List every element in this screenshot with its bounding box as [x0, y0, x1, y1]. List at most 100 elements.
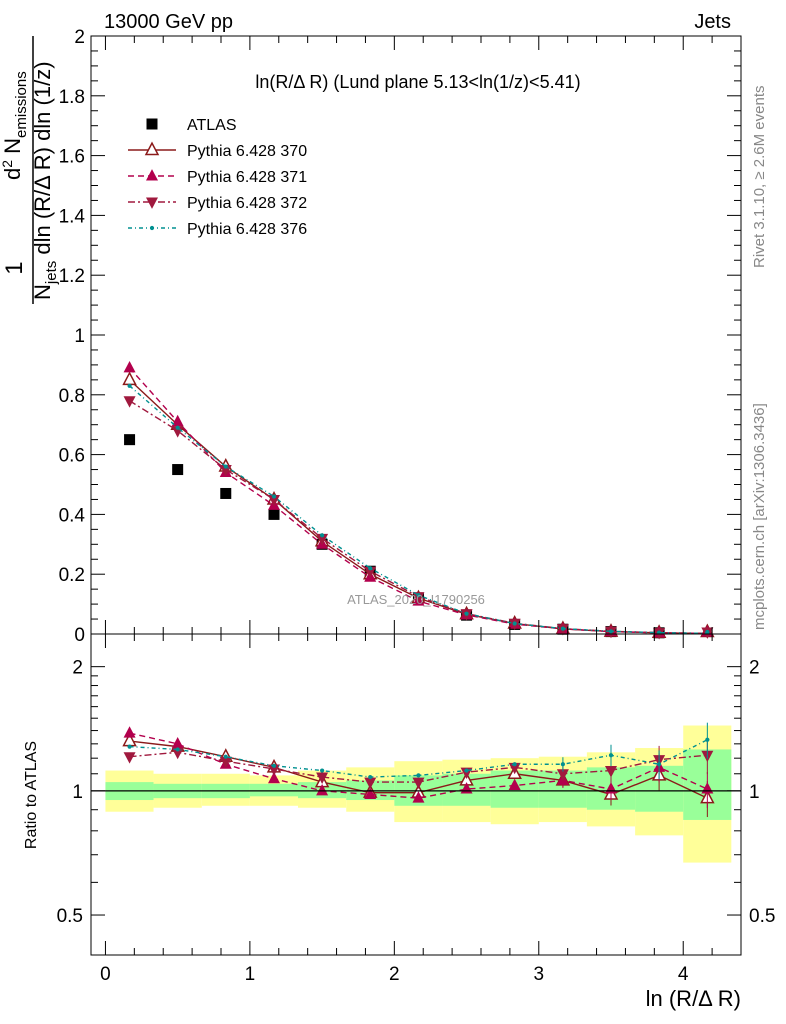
data-point [171, 414, 184, 427]
ratio-point [316, 783, 329, 796]
main-y-tick-label: 0.8 [59, 386, 85, 407]
ratio-y-tick-label-right: 2 [749, 658, 760, 679]
data-point [464, 611, 469, 616]
ratio-point [608, 753, 614, 758]
ratio-point [123, 726, 136, 738]
data-point [124, 434, 136, 446]
legend-marker [146, 118, 158, 130]
data-point [127, 383, 132, 388]
x-axis-label: ln (R/Δ R) [646, 986, 741, 1011]
ratio-point [705, 737, 710, 742]
ratio-point [364, 777, 377, 790]
ratio-point [508, 762, 521, 775]
ratio-point [175, 747, 180, 752]
ratio-series-pythia-6-428-376 [127, 722, 710, 780]
data-point [223, 464, 228, 469]
data-point [416, 593, 421, 598]
legend-item: Pythia 6.428 370 [128, 141, 307, 160]
data-point [268, 494, 281, 507]
ratio-point [368, 774, 373, 780]
ratio-marks [122, 722, 715, 818]
ratio-point [556, 769, 569, 781]
x-tick-label: 3 [533, 964, 544, 985]
main-y-tick-label: 0.2 [59, 565, 85, 586]
legend-marker [146, 169, 158, 181]
data-point [560, 626, 566, 631]
legend-label: Pythia 6.428 376 [187, 221, 307, 238]
legend-marker [146, 197, 158, 209]
analysis-watermark: ATLAS_2020_I1790256 [347, 592, 485, 607]
svg-text:Njets dln (R/Δ R) dln (1/z): Njets dln (R/Δ R) dln (1/z) [30, 61, 60, 300]
legend-item: Pythia 6.428 371 [128, 169, 307, 186]
ratio-point [223, 754, 228, 759]
data-point [512, 621, 517, 626]
main-y-tick-label: 1 [74, 326, 85, 347]
ratio-point [605, 766, 617, 778]
data-point [268, 508, 280, 520]
ratio-point [219, 756, 232, 769]
ratio-point [316, 772, 329, 784]
legend-label: Pythia 6.428 372 [187, 195, 307, 212]
main-y-tick-label: 1.6 [59, 147, 85, 168]
data-point [705, 629, 710, 635]
series-atlas [124, 434, 665, 639]
ratio-frame [90, 633, 742, 956]
ratio-point [512, 762, 517, 767]
series-pythia-6-428-376 [127, 383, 710, 635]
ratio-y-tick-label: 0.5 [57, 906, 83, 927]
ratio-y-axis-label: Ratio to ATLAS [23, 741, 40, 849]
data-point [608, 629, 614, 634]
legend: ATLAS Pythia 6.428 370 Pythia 6.428 371 Pyt… [128, 117, 307, 238]
legend-label: Pythia 6.428 370 [187, 143, 307, 160]
ratio-panel: 0.5 0.5 1 1 2 2 0 1 2 3 4 Ratio to ATLAS ln (R/Δ R… [23, 633, 775, 1011]
mcplots-label: mcplots.cern.ch [arXiv:1306.3436] [751, 403, 768, 630]
inner-band-bin [249, 783, 298, 797]
data-point [123, 360, 136, 373]
ratio-point [364, 787, 377, 799]
main-y-axis-label: 1 Njets dln (R/Δ R) dln (1/z) d2 Nemissi… [0, 36, 60, 304]
ratio-point [268, 771, 281, 784]
data-point [368, 566, 373, 571]
main-y-tick-label: 0 [74, 625, 85, 646]
data-point [172, 464, 184, 476]
ratio-y-tick-label-right: 0.5 [749, 906, 775, 927]
main-y-tick-label: 0.4 [59, 505, 86, 526]
legend-item: ATLAS [146, 117, 237, 134]
data-point [122, 371, 137, 386]
x-tick-label: 4 [678, 964, 689, 985]
legend-marker [144, 141, 160, 156]
legend-label: Pythia 6.428 371 [187, 169, 307, 186]
ratio-point [268, 764, 281, 776]
legend-label: ATLAS [187, 117, 237, 134]
svg-text:d2 Nemissions: d2 Nemissions [0, 71, 30, 180]
data-point [271, 494, 277, 499]
ratio-point [657, 762, 662, 767]
data-point [171, 426, 184, 438]
main-y-tick-label: 1.4 [59, 206, 86, 227]
x-tick-label: 0 [100, 964, 111, 985]
data-point [123, 396, 136, 408]
plot-title: ln(R/Δ R) (Lund plane 5.13<ln(1/z)<5.41) [255, 72, 580, 92]
ratio-y-tick-label: 2 [72, 658, 83, 679]
ratio-point [320, 768, 325, 773]
beam-label: 13000 GeV pp [104, 11, 233, 33]
main-marks [122, 360, 715, 640]
svg-text:1: 1 [1, 261, 28, 274]
ratio-point [416, 773, 421, 778]
main-axes: 0 0.2 0.4 0.6 0.8 1 1.2 1.4 1.6 1.8 2 [59, 27, 742, 646]
ratio-point [123, 752, 136, 764]
main-y-tick-label: 1.8 [59, 87, 85, 108]
data-point [364, 566, 377, 579]
ratio-point [560, 762, 566, 767]
main-y-tick-label: 0.6 [59, 446, 85, 467]
ratio-point [412, 777, 425, 790]
ratio-point [464, 768, 469, 773]
x-tick-label: 1 [245, 964, 256, 985]
ratio-y-tick-label-right: 1 [749, 782, 760, 803]
process-label: Jets [694, 11, 731, 33]
data-point [220, 487, 232, 499]
rivet-version-label: Rivet 3.1.10, ≥ 2.6M events [751, 86, 768, 269]
data-point [316, 533, 329, 546]
main-y-tick-label: 2 [74, 27, 85, 48]
